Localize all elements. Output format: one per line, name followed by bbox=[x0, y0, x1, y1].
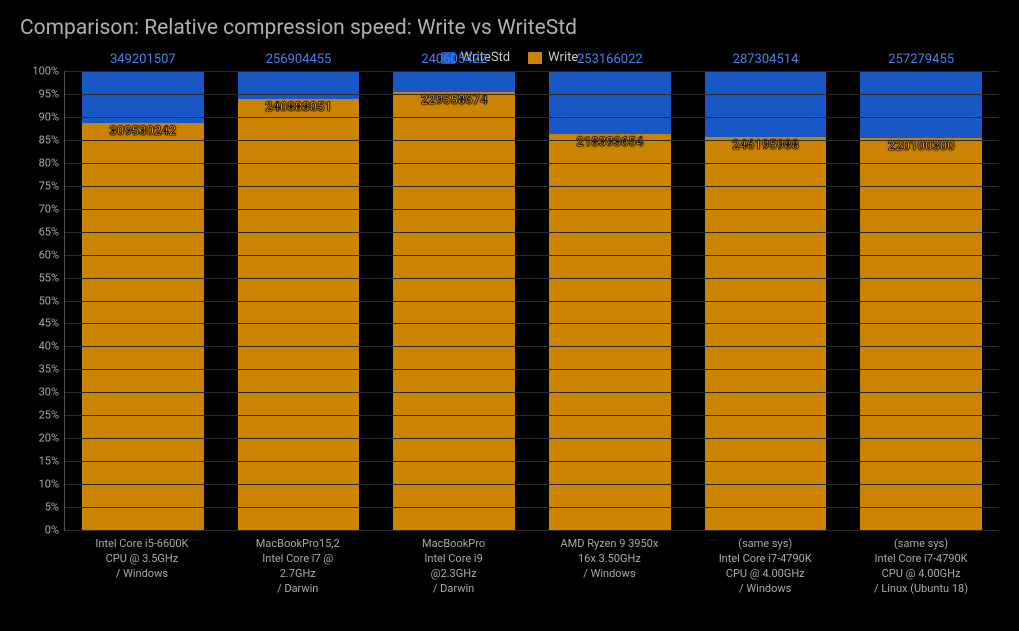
segment-write[interactable] bbox=[549, 134, 670, 530]
ytick-label: 45% bbox=[39, 317, 65, 330]
plot-inner: 3492015073095302422569044552408880512406… bbox=[64, 71, 999, 531]
gridline bbox=[65, 94, 999, 95]
ytick-label: 40% bbox=[39, 340, 65, 353]
gridline bbox=[65, 369, 999, 370]
segment-write[interactable] bbox=[705, 137, 826, 530]
chart-title: Comparison: Relative compression speed: … bbox=[20, 16, 999, 40]
value-label-writestd: 349201507 bbox=[110, 52, 176, 67]
ytick-label: 70% bbox=[39, 202, 65, 215]
ytick-label: 90% bbox=[39, 110, 65, 123]
segment-write[interactable] bbox=[393, 92, 514, 530]
gridline bbox=[65, 71, 999, 72]
value-label-writestd: 257279455 bbox=[888, 52, 954, 67]
gridline bbox=[65, 117, 999, 118]
gridline bbox=[65, 507, 999, 508]
gridline bbox=[65, 255, 999, 256]
ytick-label: 100% bbox=[32, 65, 65, 78]
value-label-writestd: 253166022 bbox=[577, 52, 643, 67]
gridline bbox=[65, 209, 999, 210]
segment-write[interactable] bbox=[238, 99, 359, 530]
legend-swatch-write bbox=[528, 52, 542, 64]
gridline bbox=[65, 163, 999, 164]
gridline bbox=[65, 530, 999, 531]
gridline bbox=[65, 438, 999, 439]
value-label-write: 229558674 bbox=[421, 93, 488, 108]
ytick-label: 85% bbox=[39, 133, 65, 146]
ytick-label: 35% bbox=[39, 363, 65, 376]
segment-writestd[interactable] bbox=[860, 71, 981, 138]
ytick-label: 5% bbox=[45, 501, 65, 514]
gridline bbox=[65, 186, 999, 187]
segment-write[interactable] bbox=[860, 138, 981, 530]
value-label-write: 218393654 bbox=[576, 135, 643, 150]
ytick-label: 75% bbox=[39, 179, 65, 192]
segment-writestd[interactable] bbox=[705, 71, 826, 137]
ytick-label: 10% bbox=[39, 478, 65, 491]
gridline bbox=[65, 278, 999, 279]
ytick-label: 0% bbox=[45, 524, 65, 537]
gridline bbox=[65, 301, 999, 302]
segment-writestd[interactable] bbox=[82, 71, 203, 123]
legend-label-write: Write bbox=[548, 50, 578, 65]
gridline bbox=[65, 392, 999, 393]
value-label-write: 240888051 bbox=[265, 100, 332, 115]
xtick-label: Intel Core i5-6600K CPU @ 3.5GHz / Windo… bbox=[64, 537, 220, 596]
xtick-label: AMD Ryzen 9 3950x 16x 3.50GHz / Windows bbox=[531, 537, 687, 596]
gridline bbox=[65, 484, 999, 485]
ytick-label: 60% bbox=[39, 248, 65, 261]
plot-area: 3492015073095302422569044552408880512406… bbox=[64, 71, 999, 531]
ytick-label: 20% bbox=[39, 432, 65, 445]
value-label-write: 309530242 bbox=[109, 124, 176, 139]
ytick-label: 30% bbox=[39, 386, 65, 399]
segment-write[interactable] bbox=[82, 123, 203, 530]
xtick-label: (same sys) Intel Core i7-4790K CPU @ 4.0… bbox=[843, 537, 999, 596]
xtick-label: MacBookPro Intel Core i9 @2.3GHz / Darwi… bbox=[376, 537, 532, 596]
gridline bbox=[65, 346, 999, 347]
value-label-writestd: 240605422 bbox=[421, 52, 487, 67]
x-axis-labels: Intel Core i5-6600K CPU @ 3.5GHz / Windo… bbox=[64, 537, 999, 596]
xtick-label: MacBookPro15,2 Intel Core i7 @ 2.7GHz / … bbox=[220, 537, 376, 596]
ytick-label: 50% bbox=[39, 294, 65, 307]
xtick-label: (same sys) Intel Core i7-4790K CPU @ 4.0… bbox=[687, 537, 843, 596]
segment-writestd[interactable] bbox=[238, 71, 359, 99]
segment-writestd[interactable] bbox=[549, 71, 670, 134]
segment-writestd[interactable] bbox=[393, 71, 514, 92]
ytick-label: 65% bbox=[39, 225, 65, 238]
ytick-label: 95% bbox=[39, 87, 65, 100]
gridline bbox=[65, 232, 999, 233]
ytick-label: 55% bbox=[39, 271, 65, 284]
ytick-label: 15% bbox=[39, 455, 65, 468]
value-label-writestd: 256904455 bbox=[266, 52, 332, 67]
ytick-label: 25% bbox=[39, 409, 65, 422]
value-label-writestd: 287304514 bbox=[733, 52, 799, 67]
gridline bbox=[65, 323, 999, 324]
gridline bbox=[65, 461, 999, 462]
legend-item-write[interactable]: Write bbox=[528, 50, 578, 65]
gridline bbox=[65, 140, 999, 141]
chart-container: Comparison: Relative compression speed: … bbox=[0, 0, 1019, 631]
gridline bbox=[65, 415, 999, 416]
ytick-label: 80% bbox=[39, 156, 65, 169]
